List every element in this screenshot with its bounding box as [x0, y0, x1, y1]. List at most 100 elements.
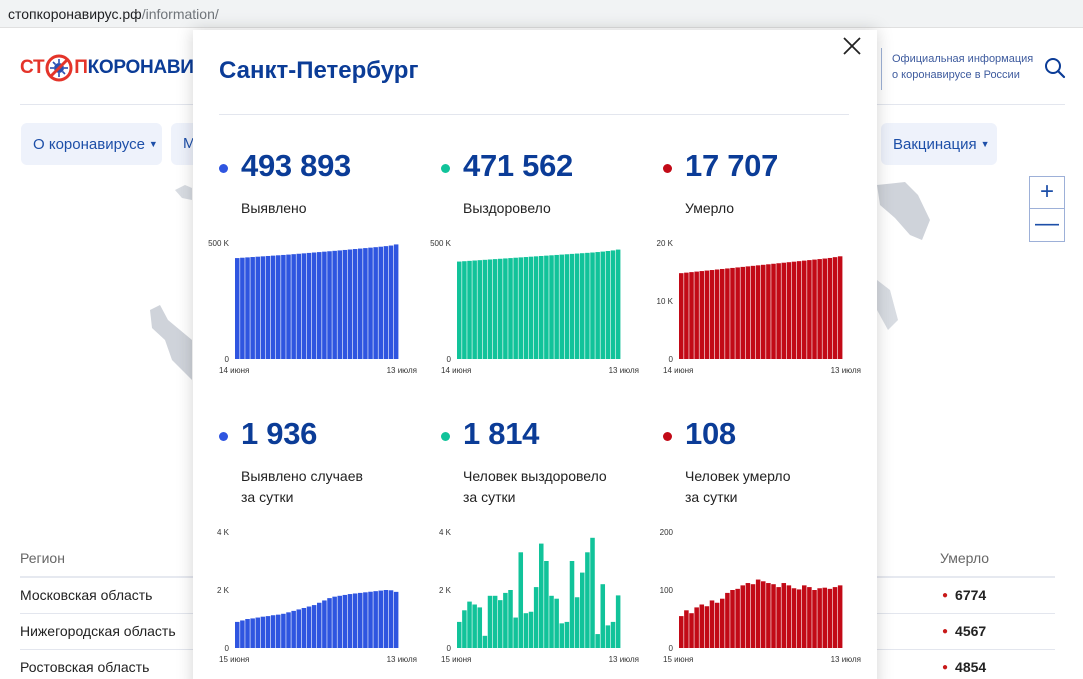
- chart-bar: [291, 610, 296, 648]
- search-icon[interactable]: [1044, 57, 1066, 79]
- stat-daily-cases: 1 936 Выявлено случаев за сутки: [219, 416, 429, 506]
- site-logo[interactable]: СТ П КОРОНАВИ: [20, 52, 194, 84]
- chart-bar: [781, 583, 787, 648]
- x-end-label: 13 июля: [609, 655, 639, 664]
- chart-bar: [311, 605, 317, 648]
- chart-bar: [327, 598, 332, 648]
- chart-bar: [766, 264, 771, 359]
- chart-bar: [503, 592, 508, 648]
- chart-daily-recovered[interactable]: 0 2 K 4 K 15 июня 13 июля: [429, 524, 639, 674]
- chart-bar: [615, 249, 621, 359]
- stat-label-line-1: Выздоровело: [463, 200, 551, 216]
- chart-bar: [462, 261, 467, 359]
- chart-bar: [523, 257, 529, 359]
- chart-bar: [393, 244, 399, 359]
- chart-bar: [832, 587, 838, 648]
- nav-vaccination[interactable]: Вакцинация ▼: [881, 123, 997, 165]
- chart-bar: [477, 260, 483, 359]
- x-end-label: 13 июля: [387, 655, 417, 664]
- chart-bar: [358, 592, 363, 648]
- y-tick-label: 2 K: [217, 586, 230, 595]
- stat-label: Умерло: [685, 198, 885, 219]
- chart-bar: [368, 247, 373, 359]
- chart-bar: [472, 604, 477, 648]
- chart-bar: [245, 257, 250, 359]
- chart-total-deaths[interactable]: 0 10 K 20 K 14 июня 13 июля: [651, 235, 861, 385]
- table-row-region[interactable]: Нижегородская область: [20, 623, 176, 639]
- chart-daily-cases[interactable]: 0 2 K 4 K 15 июня 13 июля: [207, 524, 417, 674]
- chart-bar: [235, 621, 240, 648]
- chart-bar: [503, 258, 508, 359]
- chart-bar: [574, 597, 580, 648]
- y-tick-label: 20 K: [657, 239, 674, 248]
- chart-bar: [559, 623, 565, 648]
- chart-bar: [270, 615, 276, 648]
- nav-vaccination-label: Вакцинация: [893, 136, 977, 153]
- chart-bar: [807, 587, 812, 648]
- chart-bar: [699, 271, 705, 359]
- table-header-died[interactable]: Умерло: [940, 550, 990, 566]
- table-row-region[interactable]: Ростовская область: [20, 659, 150, 675]
- browser-url-bar[interactable]: стопкоронавирус.рф/information/: [0, 0, 1083, 28]
- y-tick-label: 4 K: [439, 528, 452, 537]
- nav-about-covid-label: О коронавирусе: [33, 136, 145, 153]
- table-row-died: ● 4567: [942, 623, 986, 639]
- chart-bar: [610, 250, 616, 359]
- x-start-label: 15 июня: [441, 655, 471, 664]
- chart-bar: [595, 252, 600, 359]
- chart-bar: [301, 607, 307, 648]
- chart-bar: [317, 602, 322, 648]
- chart-bar: [615, 595, 621, 648]
- chart-total-recovered[interactable]: 0 500 K 14 июня 13 июля: [429, 235, 639, 385]
- chart-bar: [492, 595, 498, 648]
- chart-bar: [358, 248, 363, 359]
- official-info[interactable]: Официальная информация о коронавирусе в …: [881, 48, 1051, 90]
- chart-bar: [528, 611, 534, 648]
- nav-about-covid[interactable]: О коронавирусе ▼: [21, 123, 162, 165]
- chart-bar: [544, 255, 549, 359]
- close-icon[interactable]: [841, 35, 863, 57]
- stat-value: 493 893: [241, 148, 351, 183]
- chart-bar: [250, 257, 255, 359]
- chart-bar: [482, 259, 488, 359]
- chart-bar: [368, 591, 373, 648]
- nav-measures-label: М: [183, 135, 196, 152]
- url-text[interactable]: стопкоронавирус.рф/information/: [8, 6, 219, 22]
- chart-bar: [709, 270, 715, 359]
- chart-bar: [276, 614, 281, 648]
- chart-bar: [694, 607, 699, 648]
- chart-bar: [812, 590, 817, 648]
- y-tick-label: 200: [660, 528, 674, 537]
- y-tick-label: 0: [225, 355, 230, 364]
- stat-label: Человек умерло за сутки: [685, 466, 885, 508]
- chart-bar: [786, 585, 792, 648]
- y-tick-label: 4 K: [217, 528, 230, 537]
- chart-bar: [574, 253, 580, 359]
- map-region-west: [150, 305, 192, 380]
- chart-bar: [771, 584, 776, 648]
- zoom-in-button[interactable]: +: [1030, 177, 1064, 209]
- chart-total-cases[interactable]: 0 500 K 14 июня 13 июля: [207, 235, 417, 385]
- map-zoom-control: + —: [1029, 176, 1065, 242]
- stat-daily-deaths: 108 Человек умерло за сутки: [663, 416, 873, 506]
- russia-map[interactable]: [0, 180, 1083, 510]
- chart-bar: [337, 250, 343, 359]
- chart-daily-deaths[interactable]: 0 100 200 15 июня 13 июля: [651, 524, 861, 674]
- chart-bar: [605, 251, 611, 359]
- chart-bar: [539, 255, 544, 359]
- chart-bar: [528, 256, 534, 359]
- chart-bar: [462, 610, 467, 648]
- chart-bar: [533, 587, 539, 648]
- table-header-region[interactable]: Регион: [20, 550, 65, 566]
- chart-bar: [337, 595, 343, 648]
- zoom-out-button[interactable]: —: [1035, 210, 1059, 237]
- chart-bar: [260, 616, 266, 648]
- stat-value: 108: [685, 416, 736, 451]
- chart-bar: [327, 251, 332, 359]
- chart-bar: [378, 590, 384, 648]
- chart-bar: [296, 253, 302, 359]
- chart-bar: [704, 606, 710, 648]
- chart-bar: [694, 271, 699, 359]
- chart-bar: [714, 269, 720, 359]
- table-row-region[interactable]: Московская область: [20, 587, 153, 603]
